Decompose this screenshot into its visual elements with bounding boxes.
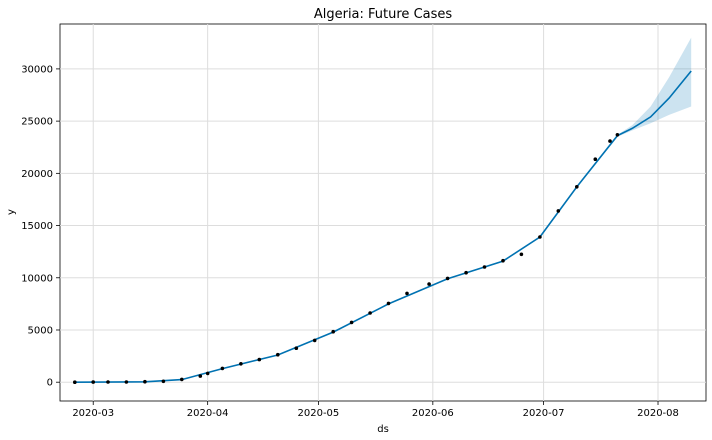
grid-layer: [60, 24, 706, 401]
observed-point: [349, 320, 354, 325]
y-tick-label: 5000: [28, 325, 53, 336]
y-axis-ticks: 0 5000 10000 15000 20000 25000 30000: [21, 64, 60, 389]
uncertainty-band: [617, 37, 692, 137]
observed-point: [538, 235, 542, 239]
x-tick-label: 2020-04: [187, 408, 229, 419]
observed-point: [445, 276, 450, 281]
observed-points-layer: [73, 133, 620, 385]
observed-point: [312, 338, 317, 343]
x-axis-ticks: 2020-03 2020-04 2020-05 2020-06 2020-07 2020-…: [72, 401, 679, 419]
observed-point: [615, 133, 620, 137]
uncertainty-band-layer: [617, 37, 692, 137]
y-axis-label: y: [6, 209, 17, 215]
observed-point: [73, 380, 77, 385]
observed-point: [556, 209, 561, 213]
x-tick-label: 2020-05: [298, 408, 340, 419]
observed-point: [593, 157, 598, 161]
observed-point: [257, 357, 262, 362]
observed-point: [386, 301, 391, 306]
observed-point: [91, 380, 95, 384]
y-tick-label: 30000: [21, 64, 53, 75]
x-tick-label: 2020-07: [523, 408, 565, 419]
y-tick-label: 20000: [21, 169, 53, 180]
forecast-line: [74, 70, 692, 383]
x-axis-label: ds: [377, 424, 389, 435]
observed-point: [180, 377, 184, 382]
plot-area: [59, 23, 707, 402]
observed-point: [368, 311, 372, 315]
observed-point: [482, 265, 487, 269]
observed-point: [124, 380, 129, 384]
observed-point: [239, 362, 243, 366]
observed-point: [405, 291, 409, 296]
observed-point: [161, 379, 166, 384]
observed-point: [276, 352, 280, 357]
x-tick-label: 2020-03: [72, 408, 114, 419]
observed-point: [575, 185, 579, 189]
y-tick-label: 15000: [21, 221, 53, 232]
observed-point: [106, 380, 110, 384]
y-tick-label: 25000: [21, 117, 53, 128]
observed-point: [464, 270, 468, 275]
observed-point: [294, 346, 299, 351]
observed-point: [205, 371, 210, 376]
observed-point: [501, 258, 505, 263]
forecast-line-layer: [74, 70, 692, 383]
observed-point: [198, 374, 203, 378]
observed-point: [220, 366, 225, 371]
observed-point: [519, 252, 524, 257]
observed-point: [427, 282, 431, 286]
observed-point: [143, 379, 147, 384]
chart-title: Algeria: Future Cases: [314, 7, 453, 22]
x-tick-label: 2020-06: [412, 408, 454, 419]
y-tick-label: 10000: [21, 273, 53, 284]
x-tick-label: 2020-08: [637, 408, 679, 419]
observed-point: [608, 139, 612, 143]
observed-point: [331, 329, 336, 334]
y-tick-label: 0: [47, 378, 53, 389]
